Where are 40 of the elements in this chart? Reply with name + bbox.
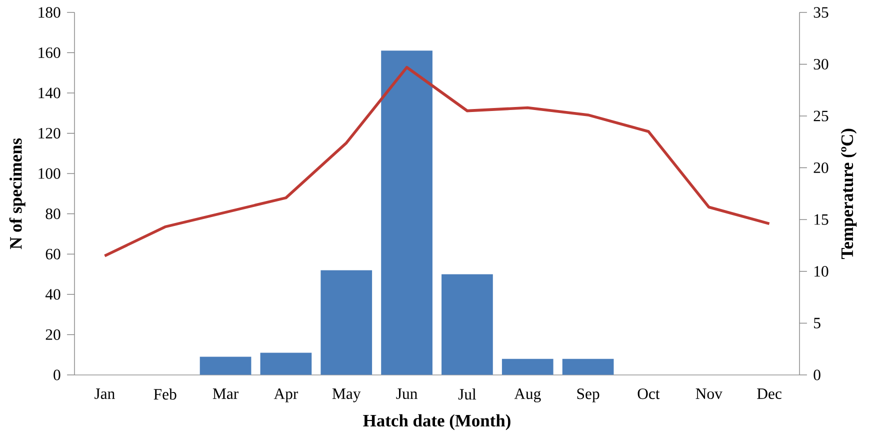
y-tick-label: 60: [46, 248, 60, 260]
y2-tick-label: 25: [814, 110, 828, 122]
x-tick-label: Jan: [94, 388, 115, 399]
bar: [381, 50, 432, 375]
y-axis-title: N of specimens: [9, 138, 26, 249]
x-tick-label: Nov: [696, 388, 722, 399]
bar: [200, 356, 252, 375]
y2-tick-label: 10: [814, 266, 828, 276]
y-tick-label: 0: [54, 369, 60, 380]
x-tick-label: Aug: [514, 388, 541, 402]
bar: [320, 270, 372, 375]
x-tick-label: Mar: [212, 388, 238, 399]
y2-tick-label: 5: [814, 318, 820, 328]
y-tick-label: 160: [38, 47, 60, 58]
y-tick-label: 20: [46, 329, 60, 340]
x-tick-label: Apr: [274, 388, 298, 402]
bar: [562, 358, 614, 375]
y2-tick-label: 30: [814, 58, 828, 70]
y2-tick-label: 0: [814, 369, 820, 380]
x-axis-title: Hatch date (Month): [363, 414, 510, 430]
y2-tick-label: 15: [814, 214, 828, 225]
x-tick-label: Oct: [638, 388, 660, 399]
y2-tick-label: 35: [814, 6, 828, 18]
y-tick-label: 180: [38, 6, 60, 18]
bar: [502, 358, 554, 375]
x-tick-label: Feb: [154, 388, 176, 400]
y-tick-label: 120: [38, 128, 60, 138]
y-tick-label: 100: [38, 168, 60, 179]
y2-axis-title: Temperature (ºC): [840, 128, 857, 259]
y-tick-label: 140: [38, 87, 60, 98]
x-tick-label: Sep: [577, 388, 600, 402]
y-tick-label: 40: [45, 288, 60, 300]
x-tick-label: Dec: [757, 388, 782, 399]
y2-tick-label: 20: [814, 162, 828, 173]
bar: [260, 352, 312, 375]
y-tick-label: 80: [46, 208, 60, 219]
bar: [442, 274, 493, 375]
x-tick-label: May: [332, 388, 361, 402]
x-tick-label: Jun: [396, 388, 418, 399]
x-tick-label: Jul: [458, 388, 476, 400]
